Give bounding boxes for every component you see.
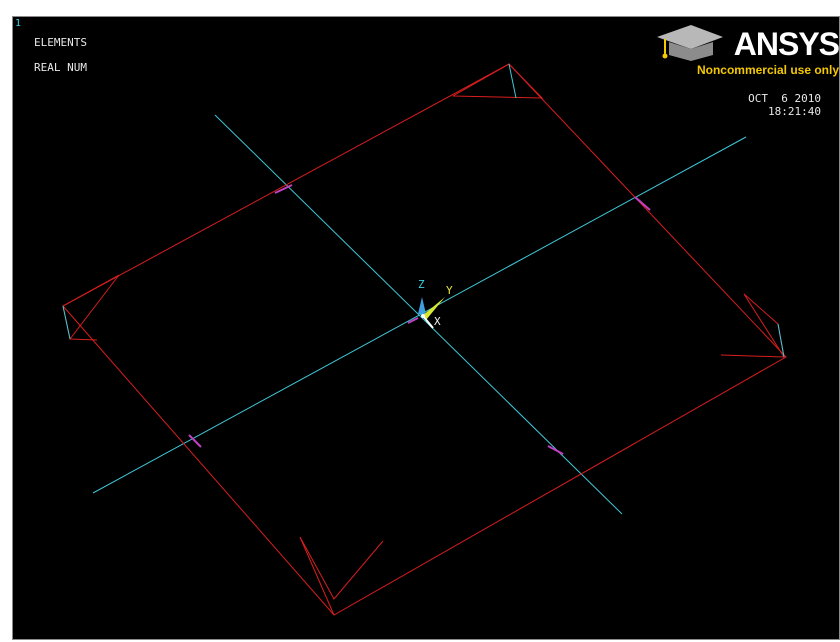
triad-z-arrow	[418, 297, 426, 314]
triad-y-label: Y	[446, 284, 453, 297]
graphics-window[interactable]: 1 ELEMENTS REAL NUM ANSYS Noncommercial …	[12, 16, 840, 640]
triad-x-axis	[422, 315, 434, 329]
ansys-wordmark: ANSYS	[733, 26, 839, 62]
coordinate-triad	[418, 297, 445, 329]
plot-title-real-num: REAL NUM	[34, 61, 87, 74]
triad-x-label: X	[434, 315, 441, 328]
plot-date: OCT 6 2010	[748, 92, 821, 105]
triad-y-arrow	[422, 297, 445, 320]
element-plot	[62, 63, 787, 616]
triad-z-label: Z	[418, 278, 425, 291]
beam-line-2	[92, 136, 747, 494]
corner-top	[452, 63, 544, 99]
plate-outline	[62, 63, 787, 616]
intersection-marks	[188, 184, 651, 455]
plot-title-elements: ELEMENTS	[34, 36, 87, 49]
noncommercial-banner: Noncommercial use only	[696, 63, 839, 77]
beam-line-1	[214, 114, 623, 515]
corner-bottom	[299, 536, 384, 616]
corner-right	[720, 293, 785, 358]
ansys-logo: ANSYS Noncommercial use only	[655, 21, 839, 85]
corner-left	[62, 274, 120, 341]
plot-time: 18:21:40	[768, 105, 821, 118]
window-number: 1	[15, 18, 22, 29]
graduation-cap-icon	[657, 25, 723, 61]
